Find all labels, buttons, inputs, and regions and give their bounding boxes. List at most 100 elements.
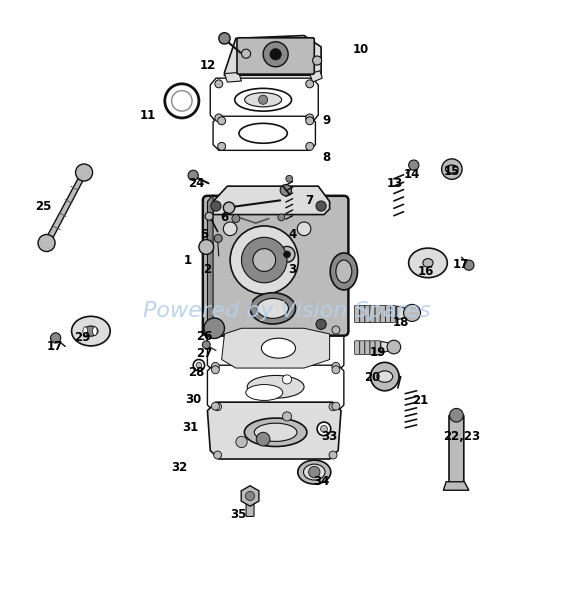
Circle shape	[306, 80, 314, 88]
Circle shape	[313, 56, 321, 65]
Circle shape	[51, 333, 61, 343]
Circle shape	[211, 326, 219, 334]
Ellipse shape	[330, 253, 358, 290]
Ellipse shape	[245, 93, 282, 107]
Circle shape	[309, 466, 320, 478]
Circle shape	[253, 249, 276, 271]
Polygon shape	[224, 72, 242, 82]
Ellipse shape	[83, 327, 87, 336]
Circle shape	[449, 409, 463, 422]
Circle shape	[172, 91, 192, 111]
Text: 15: 15	[444, 166, 460, 178]
Circle shape	[214, 403, 222, 410]
Circle shape	[329, 451, 337, 459]
FancyBboxPatch shape	[246, 495, 254, 516]
Ellipse shape	[257, 298, 288, 318]
Circle shape	[306, 143, 314, 150]
Circle shape	[223, 222, 237, 236]
Ellipse shape	[377, 371, 393, 383]
Text: 18: 18	[393, 316, 409, 329]
Text: 35: 35	[231, 508, 247, 521]
Circle shape	[211, 362, 219, 370]
Ellipse shape	[235, 89, 292, 111]
Circle shape	[215, 80, 223, 88]
Circle shape	[218, 143, 226, 150]
Circle shape	[199, 239, 214, 254]
Circle shape	[246, 491, 255, 501]
Text: 13: 13	[387, 177, 403, 190]
Circle shape	[214, 451, 222, 459]
FancyBboxPatch shape	[360, 341, 365, 355]
Circle shape	[205, 212, 213, 220]
Circle shape	[242, 49, 251, 58]
Ellipse shape	[445, 165, 458, 173]
Circle shape	[284, 251, 290, 258]
FancyBboxPatch shape	[375, 305, 380, 323]
FancyBboxPatch shape	[365, 341, 370, 355]
Ellipse shape	[92, 327, 97, 336]
Circle shape	[317, 422, 331, 436]
Polygon shape	[210, 78, 318, 122]
Ellipse shape	[371, 366, 399, 387]
Circle shape	[286, 175, 293, 182]
Polygon shape	[207, 365, 344, 410]
Circle shape	[316, 201, 326, 211]
Text: 8: 8	[323, 151, 331, 164]
Ellipse shape	[409, 248, 447, 277]
Text: 19: 19	[370, 346, 386, 359]
FancyBboxPatch shape	[365, 305, 370, 323]
Circle shape	[202, 341, 210, 349]
Circle shape	[441, 159, 462, 179]
Text: 22,23: 22,23	[444, 430, 480, 443]
Circle shape	[278, 214, 285, 221]
Polygon shape	[310, 71, 322, 82]
Circle shape	[218, 117, 226, 125]
Text: 1: 1	[184, 254, 192, 267]
Circle shape	[329, 403, 337, 410]
Text: 30: 30	[185, 393, 201, 406]
Circle shape	[306, 117, 314, 125]
Polygon shape	[207, 195, 213, 331]
Circle shape	[38, 235, 55, 251]
Circle shape	[297, 222, 311, 236]
Text: Powered by Vision Spares: Powered by Vision Spares	[143, 301, 431, 321]
Text: 24: 24	[188, 177, 204, 190]
Circle shape	[320, 425, 327, 432]
FancyBboxPatch shape	[355, 341, 360, 355]
Polygon shape	[443, 482, 469, 490]
Circle shape	[236, 436, 247, 448]
Ellipse shape	[261, 338, 296, 358]
Circle shape	[263, 42, 288, 67]
Circle shape	[270, 49, 281, 60]
Text: 27: 27	[196, 347, 213, 361]
Text: 17: 17	[47, 340, 63, 353]
Text: 26: 26	[196, 330, 213, 343]
FancyBboxPatch shape	[375, 341, 380, 355]
Circle shape	[316, 319, 326, 330]
Text: 5: 5	[200, 228, 209, 241]
FancyBboxPatch shape	[355, 305, 360, 323]
Text: 21: 21	[413, 394, 429, 407]
Text: 11: 11	[139, 109, 156, 122]
Text: 34: 34	[313, 475, 329, 488]
Ellipse shape	[245, 418, 307, 447]
FancyBboxPatch shape	[449, 415, 464, 484]
Text: 25: 25	[36, 200, 52, 213]
Circle shape	[214, 235, 222, 242]
Circle shape	[387, 340, 401, 354]
Ellipse shape	[72, 317, 110, 346]
Circle shape	[211, 402, 219, 410]
Circle shape	[219, 33, 230, 44]
FancyBboxPatch shape	[360, 305, 365, 323]
Text: 3: 3	[289, 263, 297, 276]
Circle shape	[279, 247, 295, 263]
Polygon shape	[222, 328, 329, 368]
Polygon shape	[397, 306, 411, 320]
Ellipse shape	[336, 260, 352, 283]
Circle shape	[196, 362, 201, 368]
FancyBboxPatch shape	[370, 341, 375, 355]
Ellipse shape	[239, 124, 287, 143]
Circle shape	[211, 366, 219, 374]
FancyBboxPatch shape	[237, 38, 315, 74]
Text: 12: 12	[199, 59, 216, 71]
